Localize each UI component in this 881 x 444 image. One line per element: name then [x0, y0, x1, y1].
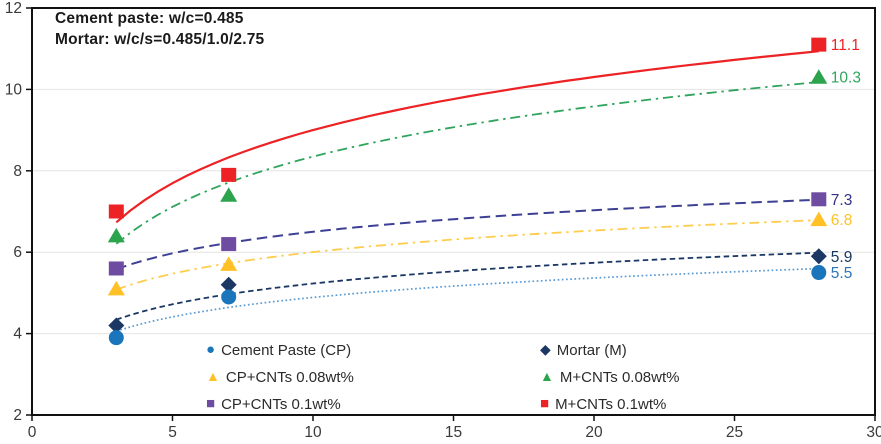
marker-diamond	[108, 317, 125, 334]
legend-marker-triangle-icon: ▲	[206, 368, 220, 384]
y-tick-label: 12	[5, 0, 22, 17]
marker-triangle	[107, 280, 125, 296]
marker-triangle	[220, 187, 238, 202]
legend-item: ■ CP+CNTs 0.1wt%	[206, 394, 341, 414]
legend-item-label: Mortar (M)	[556, 341, 627, 359]
legend-marker-square-icon: ■	[540, 394, 550, 412]
marker-triangle	[810, 211, 828, 227]
x-tick-label: 5	[168, 424, 177, 441]
x-tick-label: 30	[866, 424, 881, 441]
legend-item-label: CP+CNTs 0.08wt%	[225, 368, 354, 386]
annotation-line-2: Mortar: w/c/s=0.485/1.0/2.75	[55, 31, 265, 48]
legend-item-label: M+CNTs 0.08wt%	[559, 368, 680, 386]
x-tick-label: 0	[28, 424, 37, 441]
legend-item: ▲ CP+CNTs 0.08wt%	[206, 367, 354, 387]
marker-circle	[811, 265, 827, 281]
marker-triangle	[810, 69, 828, 84]
y-tick-label: 2	[13, 407, 22, 424]
series-trendline	[116, 267, 819, 333]
marker-square	[221, 167, 237, 182]
series-end-label: 11.1	[831, 37, 860, 54]
legend-item: ◆ Mortar (M)	[540, 340, 627, 360]
marker-square	[811, 192, 827, 207]
legend-item-label: M+CNTs 0.1wt%	[555, 395, 667, 413]
marker-triangle	[107, 227, 125, 243]
legend-item: ■ M+CNTs 0.1wt%	[540, 394, 666, 414]
marker-square	[811, 37, 827, 52]
plot-frame	[31, 7, 876, 416]
series-end-label: 5.5	[831, 265, 853, 282]
marker-circle	[221, 289, 237, 305]
marker-square	[108, 261, 124, 276]
y-tick-label: 8	[13, 163, 22, 180]
x-tick-label: 15	[445, 424, 462, 441]
series-end-label: 5.9	[831, 249, 853, 266]
series-trendline	[116, 219, 819, 291]
series-trendline	[115, 81, 819, 245]
x-tick-label: 10	[304, 424, 322, 441]
series-end-label: 6.8	[831, 212, 853, 229]
series-trendline	[116, 251, 819, 321]
marker-circle	[108, 330, 124, 346]
marker-square	[221, 237, 237, 252]
chart-annotation: Cement paste: w/c=0.485 Mortar: w/c/s=0.…	[55, 8, 264, 50]
x-tick-label: 20	[585, 424, 603, 441]
legend-marker-diamond-icon: ◆	[540, 341, 551, 357]
y-tick-label: 10	[5, 81, 23, 98]
y-tick-label: 6	[13, 244, 22, 261]
series-trendline	[115, 50, 819, 224]
x-tick-label: 25	[726, 424, 743, 441]
series-end-label: 7.3	[831, 192, 853, 209]
legend-item-label: CP+CNTs 0.1wt%	[221, 395, 341, 413]
series-end-label: 10.3	[831, 70, 861, 87]
marker-diamond	[810, 248, 827, 265]
marker-diamond	[220, 276, 237, 293]
marker-triangle	[220, 256, 238, 271]
legend-item: ● Cement Paste (CP)	[206, 340, 351, 360]
marker-square	[108, 204, 124, 219]
annotation-line-1: Cement paste: w/c=0.485	[55, 10, 244, 27]
legend-marker-square-icon: ■	[206, 394, 216, 412]
legend-marker-triangle-icon: ▲	[540, 368, 554, 384]
y-tick-label: 4	[13, 326, 22, 343]
series-trendline	[115, 198, 819, 271]
legend-item-label: Cement Paste (CP)	[221, 341, 352, 359]
legend-item: ▲ M+CNTs 0.08wt%	[540, 367, 679, 387]
legend-marker-circle-icon: ●	[206, 340, 216, 358]
